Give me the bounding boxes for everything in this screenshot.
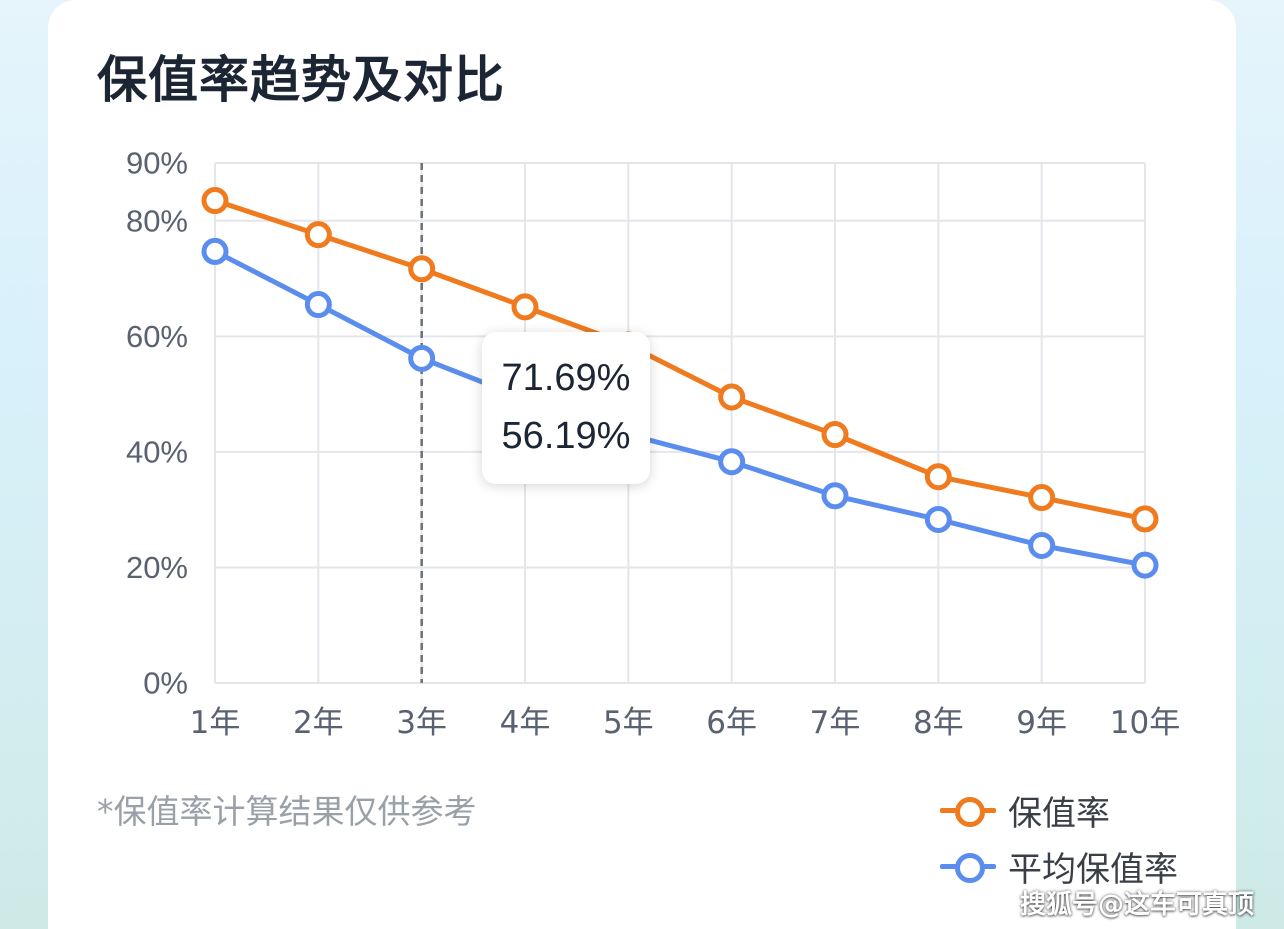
data-point[interactable] (201, 237, 229, 265)
data-point[interactable] (821, 421, 849, 449)
x-axis-ticks: 1年 2年 3年 4年 5年 6年 7年 8年 9年 10年 (190, 705, 1181, 741)
data-point[interactable] (201, 187, 229, 215)
legend-dot-icon (955, 797, 985, 827)
x-tick-label: 1年 (190, 705, 241, 741)
legend-dot-icon (955, 853, 985, 883)
watermark: 搜狐号@这车可真顶 (1019, 890, 1254, 920)
x-tick-label: 6年 (706, 705, 757, 741)
y-tick-label: 90% (126, 146, 188, 181)
tooltip-value-average: 56.19% (501, 415, 631, 457)
data-points[interactable] (201, 187, 1159, 579)
data-point[interactable] (408, 344, 436, 372)
legend-item-average[interactable]: 平均保值率 (940, 838, 1178, 894)
series-line (212, 248, 1148, 568)
legend: 保值率 平均保值率 (940, 782, 1178, 894)
x-tick-label: 9年 (1016, 705, 1067, 741)
data-point[interactable] (1131, 551, 1159, 579)
legend-swatch-primary (940, 782, 996, 838)
x-tick-label: 10年 (1110, 705, 1180, 741)
data-point[interactable] (304, 291, 332, 319)
series-line (212, 198, 1148, 522)
y-tick-label: 20% (126, 550, 188, 585)
x-tick-label: 2年 (293, 705, 344, 741)
data-point[interactable] (821, 482, 849, 510)
data-point[interactable] (924, 463, 952, 491)
x-tick-label: 7年 (810, 705, 861, 741)
page-title: 保值率趋势及对比 (97, 51, 505, 109)
x-tick-label: 8年 (913, 705, 964, 741)
data-point[interactable] (1028, 531, 1056, 559)
legend-swatch-average (940, 838, 996, 894)
y-tick-label: 80% (126, 203, 188, 238)
y-tick-label: 40% (126, 434, 188, 469)
data-point[interactable] (924, 505, 952, 533)
y-tick-label: 0% (143, 666, 188, 701)
legend-label: 平均保值率 (1008, 849, 1178, 890)
x-tick-label: 4年 (500, 705, 551, 741)
legend-item-primary[interactable]: 保值率 (940, 782, 1178, 838)
data-point[interactable] (718, 383, 746, 411)
x-tick-label: 3年 (396, 705, 447, 741)
data-point[interactable] (408, 255, 436, 283)
data-point[interactable] (1028, 484, 1056, 512)
series-lines (212, 198, 1148, 568)
data-point[interactable] (304, 221, 332, 249)
y-axis-ticks: 0% 20% 40% 60% 80% 90% (126, 146, 188, 701)
y-tick-label: 60% (126, 319, 188, 354)
disclaimer-note: *保值率计算结果仅供参考 (97, 792, 477, 831)
data-point[interactable] (511, 293, 539, 321)
tooltip-value-primary: 71.69% (501, 357, 631, 399)
legend-label: 保值率 (1008, 793, 1110, 834)
data-point[interactable] (1131, 505, 1159, 533)
x-tick-label: 5年 (603, 705, 654, 741)
grid-lines (214, 162, 1146, 684)
data-point[interactable] (718, 448, 746, 476)
tooltip: 71.69% 56.19% (482, 332, 650, 484)
